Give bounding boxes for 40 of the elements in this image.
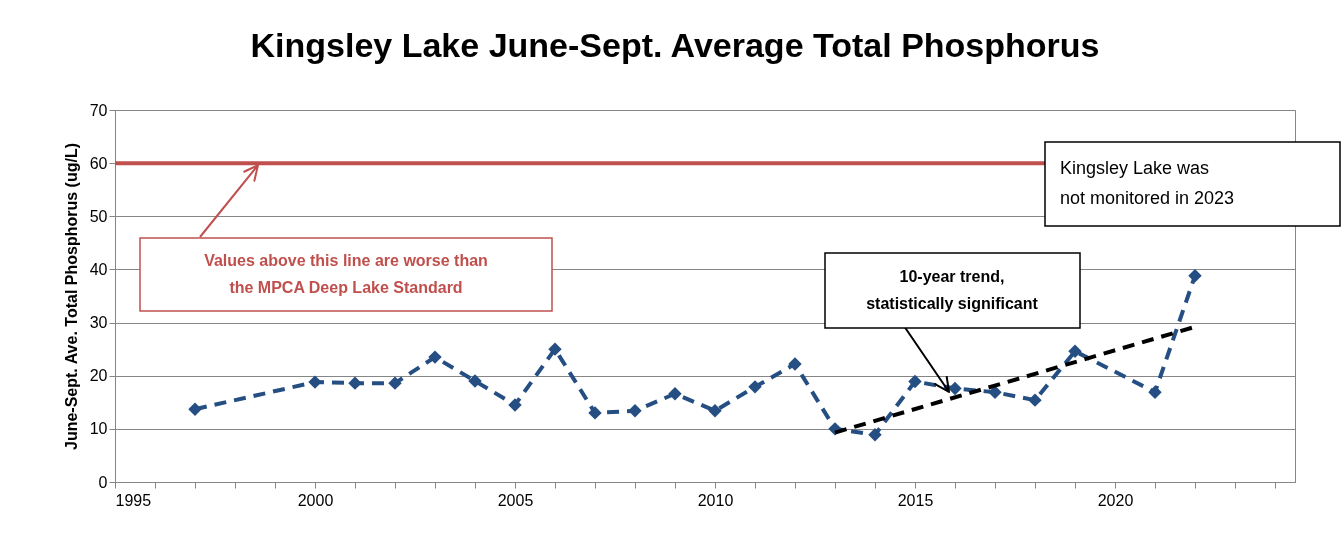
point (388, 376, 402, 390)
point (748, 380, 762, 394)
point (908, 374, 922, 389)
annotation: 10-year trend, statistically significant (866, 268, 1039, 312)
point (1068, 344, 1082, 358)
point (788, 357, 802, 371)
annotation: Kingsley Lake was not monitored in 2023 (1060, 158, 1235, 208)
point (1188, 269, 1202, 283)
x-tick-label: 2005 (497, 491, 534, 509)
point (628, 404, 642, 418)
x-tick-label: 2020 (1097, 491, 1134, 509)
chart-title: Kingsley Lake June-Sept. Average Total Phosphorus (250, 26, 1100, 64)
y-tick-label: 0 (98, 473, 108, 491)
x-tick-label: 2015 (897, 491, 934, 509)
y-tick-label: 70 (89, 101, 108, 119)
y-tick-label: 10 (89, 420, 108, 438)
point (188, 402, 202, 416)
x-tick-label: 1995 (115, 491, 152, 509)
point (948, 381, 962, 396)
point (588, 406, 602, 420)
point (868, 427, 882, 442)
y-axis-title: June-Sept. Ave. Total Phosphorus (ug/L) (62, 143, 80, 450)
y-tick-label: 50 (89, 207, 108, 225)
y-tick-label: 30 (89, 314, 108, 332)
y-tick-label: 60 (89, 154, 108, 172)
point (1028, 393, 1042, 407)
point (348, 376, 362, 390)
x-tick-label: 2000 (297, 491, 334, 509)
y-tick-label: 40 (89, 260, 108, 278)
point (1148, 385, 1162, 399)
point (428, 350, 442, 364)
point (508, 398, 522, 412)
x-tick-label: 2010 (697, 491, 734, 509)
point (308, 375, 322, 389)
y-tick-label: 20 (89, 367, 108, 385)
ref-line-label: Values above this line are worse than the MPCA Deep Lake Standard (204, 252, 488, 296)
point (548, 342, 562, 356)
point (468, 374, 482, 388)
point (668, 387, 682, 401)
point (708, 404, 722, 418)
